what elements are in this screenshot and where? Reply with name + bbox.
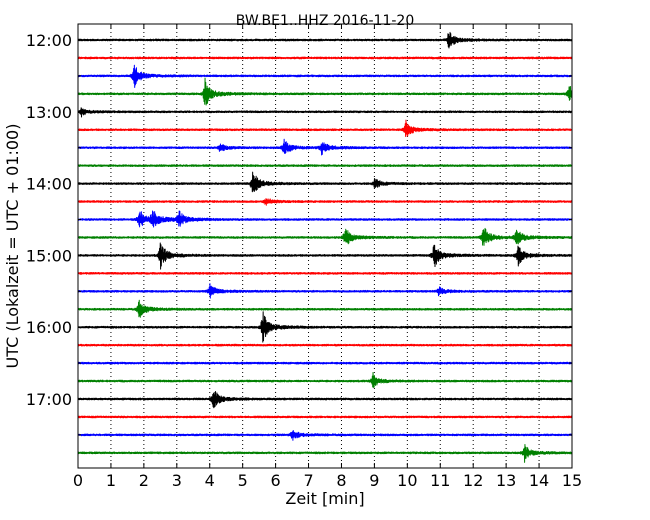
trace-1245 <box>77 77 573 106</box>
x-tick-label-15: 15 <box>562 471 582 490</box>
x-tick-label-10: 10 <box>397 471 417 490</box>
trace-1445 <box>77 227 573 246</box>
y-tick-label-1200: 12:00 <box>26 31 72 50</box>
y-tick-label-1700: 17:00 <box>26 390 72 409</box>
trace-1645 <box>77 371 573 388</box>
x-tick-label-2: 2 <box>139 471 149 490</box>
trace-1700 <box>77 390 573 409</box>
x-tick-label-7: 7 <box>303 471 313 490</box>
trace-1345 <box>77 164 573 168</box>
trace-1215 <box>77 56 573 60</box>
x-tick-label-14: 14 <box>529 471 549 490</box>
x-tick-label-8: 8 <box>336 471 346 490</box>
trace-1530 <box>77 283 573 299</box>
x-axis-label: Zeit [min] <box>285 489 364 508</box>
trace-1730 <box>77 429 573 441</box>
grid-lines <box>110 24 540 468</box>
trace-1315 <box>77 119 573 137</box>
x-tick-label-6: 6 <box>271 471 281 490</box>
trace-group <box>77 31 573 463</box>
x-tick-label-9: 9 <box>369 471 379 490</box>
y-tick-label-1300: 13:00 <box>26 103 72 122</box>
trace-1330 <box>77 138 573 156</box>
trace-1400 <box>77 171 573 193</box>
trace-1615 <box>77 343 573 347</box>
chart-title: BW.BE1..HHZ 2016-11-20 <box>236 13 415 29</box>
x-tick-label-3: 3 <box>172 471 182 490</box>
x-tick-label-0: 0 <box>73 471 83 490</box>
y-tick-label-1600: 16:00 <box>26 318 72 337</box>
x-tick-label-11: 11 <box>430 471 450 490</box>
x-tick-label-13: 13 <box>496 471 516 490</box>
y-axis-label: UTC (Lokalzeit = UTC + 01:00) <box>3 124 22 369</box>
trace-1545 <box>77 299 573 318</box>
trace-1745 <box>77 444 573 463</box>
plot-frame <box>77 23 573 469</box>
trace-1715 <box>77 415 573 419</box>
x-tick-label-4: 4 <box>205 471 215 490</box>
trace-1415 <box>77 198 573 206</box>
trace-1500 <box>77 242 573 270</box>
x-tick-label-12: 12 <box>463 471 483 490</box>
x-tick-label-5: 5 <box>238 471 248 490</box>
trace-1300 <box>77 107 573 118</box>
trace-1230 <box>77 64 573 88</box>
trace-1630 <box>77 361 573 365</box>
trace-1600 <box>77 311 573 343</box>
axes: 0 1 2 3 4 5 6 7 8 9 10 11 12 13 14 1512:0013:0014:0015:… <box>26 24 582 490</box>
y-tick-label-1500: 15:00 <box>26 246 72 265</box>
trace-1515 <box>77 271 573 275</box>
trace-1430 <box>77 210 573 228</box>
y-tick-label-1400: 14:00 <box>26 175 72 194</box>
trace-1200 <box>77 31 573 49</box>
x-tick-label-1: 1 <box>106 471 116 490</box>
